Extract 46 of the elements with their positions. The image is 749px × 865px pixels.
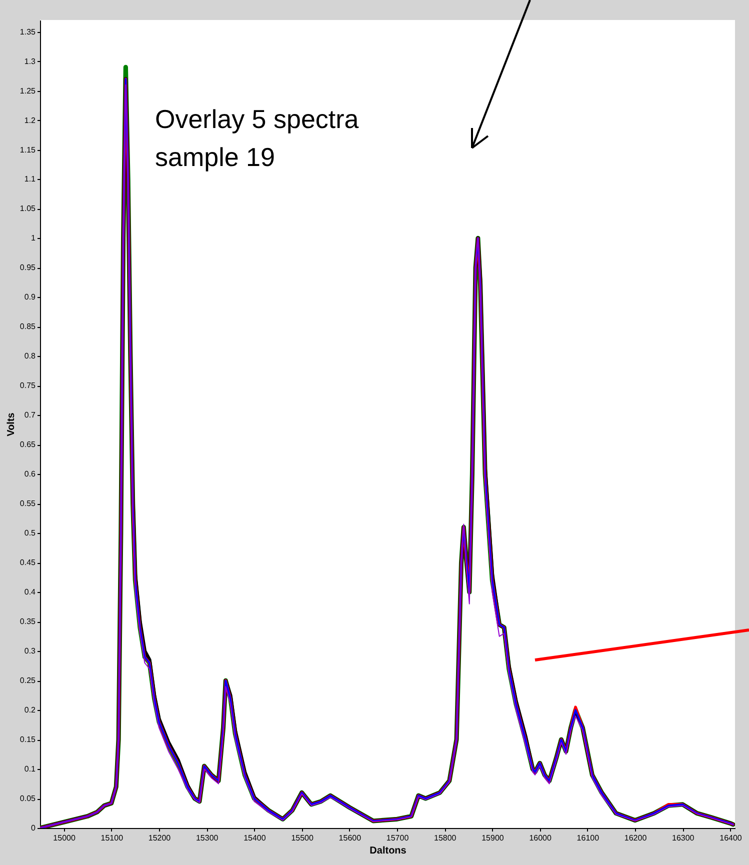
x-tick-label: 15100 [100, 834, 124, 842]
y-tick-label: 0.8 [24, 352, 36, 361]
x-tick-label: 15200 [148, 834, 172, 842]
y-tick-label: 0 [31, 824, 36, 832]
x-tick-label: 16200 [624, 834, 648, 842]
x-tick-label: 16400 [720, 834, 742, 842]
y-tick-label: 1.1 [24, 174, 36, 184]
y-tick-label: 0.3 [24, 646, 36, 656]
y-tick-label: 0.95 [20, 263, 36, 272]
y-tick-label: 0.15 [20, 735, 36, 744]
y-tick-label: 0.75 [20, 381, 36, 390]
y-tick-label: 0.35 [20, 617, 36, 626]
y-tick-label: 1.05 [20, 204, 36, 214]
y-tick-label: 1.15 [20, 145, 36, 154]
x-tick-label: 16000 [529, 834, 552, 842]
y-tick-label: 0.9 [24, 292, 36, 302]
y-tick-label: 0.05 [20, 794, 36, 804]
y-tick-label: 0.6 [24, 470, 36, 479]
x-tick-label: 15800 [434, 834, 457, 842]
y-tick-label: 0.2 [24, 706, 36, 715]
x-tick-label: 15000 [53, 834, 76, 842]
x-tick-label: 15600 [338, 834, 362, 842]
y-tick-label: 0.65 [20, 440, 36, 450]
y-tick-label: 0.1 [24, 764, 36, 774]
y-tick-label: 0.25 [20, 676, 36, 686]
y-tick-label: 1.25 [20, 86, 36, 96]
y-axis-title: Volts [6, 412, 17, 436]
x-tick-label: 15400 [244, 834, 266, 842]
x-tick-label: 15900 [482, 834, 504, 842]
y-tick-label: 0.55 [20, 499, 36, 508]
y-tick-label: 1.2 [24, 116, 36, 125]
x-tick-label: 16100 [576, 834, 600, 842]
y-tick-label: 0.85 [20, 322, 36, 332]
x-tick-label: 15300 [196, 834, 219, 842]
y-tick-label: 1 [31, 234, 36, 243]
x-axis-title: Daltons [370, 846, 407, 856]
y-tick-label: 1.35 [20, 27, 36, 36]
y-tick-label: 0.4 [24, 588, 36, 597]
x-tick-label: 15500 [291, 834, 314, 842]
x-tick-label: 16300 [672, 834, 695, 842]
y-tick-label: 0.7 [24, 410, 36, 420]
y-tick-label: 1.3 [24, 56, 36, 66]
y-tick-label: 0.5 [24, 528, 36, 538]
x-tick-label: 15700 [386, 834, 410, 842]
y-tick-label: 0.45 [20, 558, 36, 568]
annotation: Overlay 5 spectra sample 19 [155, 103, 359, 174]
